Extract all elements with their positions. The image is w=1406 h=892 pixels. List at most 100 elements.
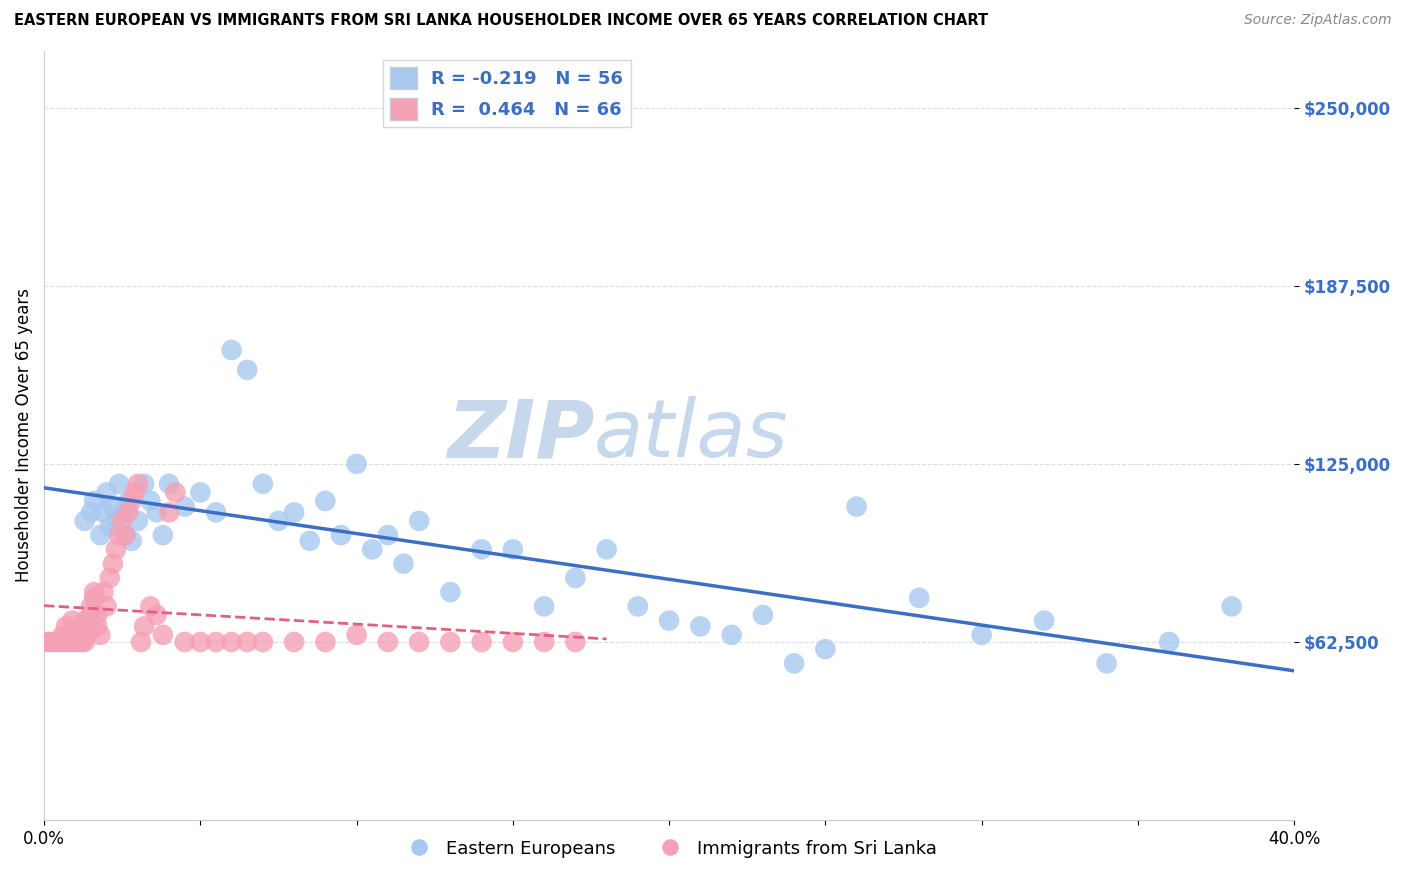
Point	[283, 635, 305, 649]
Point	[439, 635, 461, 649]
Point	[157, 476, 180, 491]
Point	[190, 485, 212, 500]
Point	[908, 591, 931, 605]
Point	[101, 557, 124, 571]
Point	[236, 363, 259, 377]
Point	[145, 505, 167, 519]
Point	[139, 494, 162, 508]
Point	[42, 635, 65, 649]
Point	[58, 628, 80, 642]
Point	[124, 485, 146, 500]
Legend: Eastern Europeans, Immigrants from Sri Lanka: Eastern Europeans, Immigrants from Sri L…	[394, 832, 945, 865]
Point	[439, 585, 461, 599]
Point	[502, 542, 524, 557]
Point	[1033, 614, 1056, 628]
Point	[236, 635, 259, 649]
Point	[283, 505, 305, 519]
Point	[80, 505, 103, 519]
Point	[314, 635, 336, 649]
Point	[65, 628, 87, 642]
Point	[689, 619, 711, 633]
Point	[129, 635, 152, 649]
Point	[76, 619, 98, 633]
Point	[221, 635, 243, 649]
Point	[205, 635, 228, 649]
Point	[45, 635, 67, 649]
Point	[173, 635, 195, 649]
Point	[377, 635, 399, 649]
Point	[86, 619, 108, 633]
Point	[330, 528, 353, 542]
Point	[73, 614, 96, 628]
Point	[627, 599, 650, 614]
Point	[48, 635, 70, 649]
Point	[127, 514, 149, 528]
Point	[60, 614, 83, 628]
Point	[121, 494, 143, 508]
Point	[471, 542, 494, 557]
Point	[377, 528, 399, 542]
Point	[595, 542, 617, 557]
Point	[67, 635, 90, 649]
Point	[73, 514, 96, 528]
Point	[83, 591, 105, 605]
Point	[93, 505, 115, 519]
Point	[52, 628, 75, 642]
Point	[65, 635, 87, 649]
Point	[96, 485, 118, 500]
Point	[221, 343, 243, 357]
Point	[70, 635, 93, 649]
Point	[98, 519, 121, 533]
Point	[108, 528, 131, 542]
Point	[173, 500, 195, 514]
Y-axis label: Householder Income Over 65 years: Householder Income Over 65 years	[15, 288, 32, 582]
Point	[502, 635, 524, 649]
Point	[73, 628, 96, 642]
Point	[783, 657, 806, 671]
Point	[157, 505, 180, 519]
Point	[752, 607, 775, 622]
Point	[408, 635, 430, 649]
Point	[73, 635, 96, 649]
Point	[814, 642, 837, 657]
Point	[114, 528, 136, 542]
Point	[205, 505, 228, 519]
Point	[533, 635, 555, 649]
Point	[101, 500, 124, 514]
Point	[55, 619, 77, 633]
Point	[471, 635, 494, 649]
Point	[96, 599, 118, 614]
Point	[104, 542, 127, 557]
Point	[346, 628, 368, 642]
Point	[314, 494, 336, 508]
Point	[55, 635, 77, 649]
Point	[60, 635, 83, 649]
Point	[152, 628, 174, 642]
Point	[533, 599, 555, 614]
Point	[114, 528, 136, 542]
Point	[408, 514, 430, 528]
Point	[111, 505, 134, 519]
Point	[298, 533, 321, 548]
Point	[104, 514, 127, 528]
Point	[132, 619, 155, 633]
Point	[361, 542, 384, 557]
Point	[93, 585, 115, 599]
Point	[80, 599, 103, 614]
Point	[127, 476, 149, 491]
Text: ZIP: ZIP	[447, 396, 595, 475]
Point	[83, 585, 105, 599]
Point	[190, 635, 212, 649]
Point	[845, 500, 868, 514]
Point	[152, 528, 174, 542]
Point	[720, 628, 742, 642]
Point	[80, 607, 103, 622]
Point	[564, 635, 586, 649]
Text: atlas: atlas	[595, 396, 789, 475]
Point	[165, 485, 187, 500]
Point	[132, 476, 155, 491]
Point	[252, 476, 274, 491]
Point	[108, 476, 131, 491]
Point	[52, 635, 75, 649]
Point	[117, 494, 139, 508]
